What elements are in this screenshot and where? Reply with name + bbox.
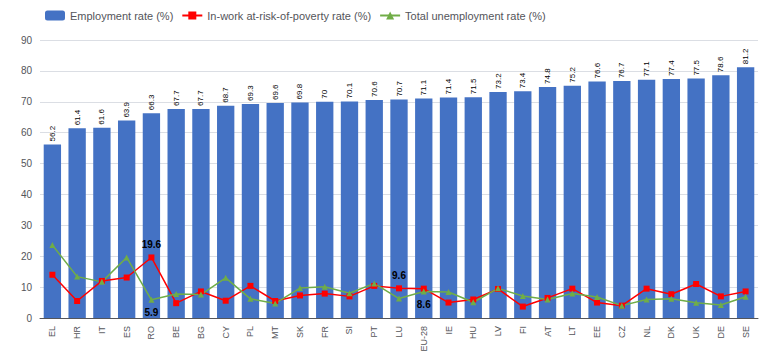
svg-text:LU: LU (394, 326, 404, 338)
svg-text:70.7: 70.7 (395, 80, 404, 96)
svg-text:61.4: 61.4 (73, 109, 82, 125)
svg-text:90: 90 (21, 35, 33, 46)
svg-text:PL: PL (245, 326, 255, 337)
svg-text:76.7: 76.7 (617, 62, 626, 78)
svg-text:69.6: 69.6 (271, 84, 280, 100)
svg-text:60: 60 (21, 127, 33, 138)
svg-text:78.6: 78.6 (716, 56, 725, 72)
svg-text:66.3: 66.3 (147, 94, 156, 110)
svg-text:30: 30 (21, 220, 33, 231)
svg-text:63.9: 63.9 (122, 101, 131, 117)
svg-text:In-work at-risk-of-poverty rat: In-work at-risk-of-poverty rate (%) (207, 10, 371, 22)
svg-text:FR: FR (320, 326, 330, 338)
svg-text:10: 10 (21, 282, 33, 293)
svg-text:77.5: 77.5 (692, 59, 701, 75)
svg-text:MT: MT (270, 326, 280, 339)
svg-text:IE: IE (444, 326, 454, 335)
svg-text:70.1: 70.1 (345, 82, 354, 98)
svg-text:AT: AT (543, 326, 553, 337)
svg-text:BG: BG (196, 326, 206, 339)
svg-text:67.7: 67.7 (172, 90, 181, 106)
svg-text:CY: CY (221, 326, 231, 339)
svg-text:BE: BE (171, 326, 181, 338)
svg-text:75.2: 75.2 (568, 67, 577, 83)
svg-text:77.1: 77.1 (642, 61, 651, 77)
svg-text:76.6: 76.6 (593, 62, 602, 78)
svg-text:LV: LV (493, 326, 503, 336)
svg-text:70: 70 (21, 96, 33, 107)
svg-text:71.4: 71.4 (444, 78, 453, 94)
svg-text:77.4: 77.4 (667, 60, 676, 76)
svg-text:NL: NL (642, 326, 652, 338)
svg-text:Total unemployment rate (%): Total unemployment rate (%) (405, 10, 546, 22)
svg-text:74.8: 74.8 (543, 68, 552, 84)
svg-text:IT: IT (97, 325, 107, 334)
svg-text:LT: LT (567, 326, 577, 336)
svg-text:CZ: CZ (617, 326, 627, 338)
svg-text:DE: DE (716, 326, 726, 339)
svg-text:40: 40 (21, 189, 33, 200)
svg-text:50: 50 (21, 158, 33, 169)
svg-text:FI: FI (518, 326, 528, 334)
svg-text:56.2: 56.2 (48, 125, 57, 141)
svg-text:81.2: 81.2 (741, 48, 750, 64)
svg-text:73.4: 73.4 (518, 72, 527, 88)
svg-text:ES: ES (122, 326, 132, 338)
svg-text:71.5: 71.5 (469, 78, 478, 94)
svg-text:EL: EL (47, 326, 57, 337)
svg-text:Employment rate (%): Employment rate (%) (70, 10, 173, 22)
svg-text:69.8: 69.8 (295, 83, 304, 99)
svg-text:HU: HU (468, 326, 478, 339)
svg-text:SI: SI (344, 326, 354, 335)
svg-text:RO: RO (146, 326, 156, 340)
svg-text:61.6: 61.6 (97, 109, 106, 125)
svg-text:5.9: 5.9 (144, 307, 158, 318)
svg-text:67.7: 67.7 (196, 90, 205, 106)
svg-text:69.3: 69.3 (246, 85, 255, 101)
svg-text:SE: SE (741, 326, 751, 338)
svg-text:19.6: 19.6 (142, 239, 162, 250)
svg-text:DK: DK (666, 326, 676, 339)
svg-text:70: 70 (320, 89, 329, 98)
svg-text:20: 20 (21, 251, 33, 262)
svg-text:0: 0 (26, 313, 32, 324)
svg-text:HR: HR (72, 326, 82, 339)
svg-text:73.2: 73.2 (494, 73, 503, 89)
svg-text:UK: UK (691, 326, 701, 339)
svg-text:EE: EE (592, 326, 602, 338)
svg-text:80: 80 (21, 65, 33, 76)
svg-text:PT: PT (369, 326, 379, 338)
svg-text:8.6: 8.6 (417, 299, 431, 310)
svg-text:SK: SK (295, 326, 305, 338)
svg-text:70.6: 70.6 (370, 81, 379, 97)
svg-text:71.1: 71.1 (419, 79, 428, 95)
svg-text:EU-28: EU-28 (419, 326, 429, 352)
svg-text:9.6: 9.6 (392, 270, 406, 281)
svg-text:68.7: 68.7 (221, 87, 230, 103)
